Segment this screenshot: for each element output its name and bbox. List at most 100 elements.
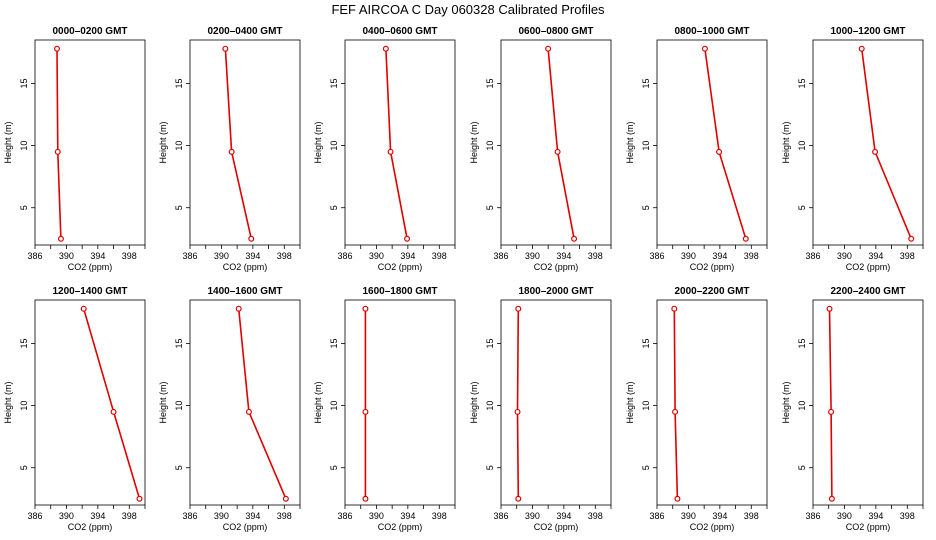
- panel-8: 1400–1600 GMT 386 390 394 398 5 10 15 CO2 (ppm) H…: [158, 286, 301, 532]
- x-tick-label: 394: [90, 511, 105, 521]
- panel-title: 2200–2400 GMT: [830, 286, 905, 297]
- y-tick-label: 10: [797, 141, 807, 151]
- profile-line: [237, 308, 287, 500]
- y-axis-label: Height (m): [625, 121, 635, 163]
- data-point: [282, 495, 289, 502]
- y-tick-label: 5: [19, 205, 29, 210]
- y-tick-label: 5: [329, 205, 339, 210]
- y-tick-label: 5: [797, 205, 807, 210]
- y-axis-label: Height (m): [469, 381, 479, 423]
- data-point: [110, 408, 117, 415]
- data-point: [80, 305, 87, 312]
- y-tick-label: 10: [174, 141, 184, 151]
- panel-2: 0200–0400 GMT 386 390 394 398 5 10 15 CO2 (ppm) H…: [158, 26, 301, 272]
- x-tick-label: 398: [122, 251, 137, 261]
- panels-grid: 0000–0200 GMT 386 390 394 398 5 10 15 CO2 (ppm) H…: [3, 26, 924, 532]
- x-tick-label: 390: [59, 251, 74, 261]
- panel-title: 2000–2200 GMT: [674, 286, 749, 297]
- panel-title: 0200–0400 GMT: [207, 26, 282, 37]
- x-tick-label: 398: [588, 511, 603, 521]
- x-tick-label: 390: [214, 511, 229, 521]
- x-tick-label: 398: [432, 511, 447, 521]
- panel-10: 1800–2000 GMT 386 390 394 398 5 10 15 CO2 (ppm) H…: [469, 286, 612, 532]
- y-tick-label: 5: [329, 465, 339, 470]
- plot-frame: [189, 299, 301, 506]
- x-tick-label: 398: [900, 251, 915, 261]
- x-tick-label: 398: [900, 511, 915, 521]
- x-tick-label: 390: [369, 511, 384, 521]
- data-point: [701, 45, 708, 52]
- data-point: [235, 305, 242, 312]
- panel-title: 1800–2000 GMT: [518, 286, 593, 297]
- y-tick-label: 15: [329, 338, 339, 348]
- y-tick-label: 15: [485, 338, 495, 348]
- data-point: [858, 45, 865, 52]
- panel-title: 0400–0600 GMT: [362, 26, 437, 37]
- panel-3: 0400–0600 GMT 386 390 394 398 5 10 15 CO2 (ppm) H…: [313, 26, 456, 272]
- panel-title: 1200–1400 GMT: [52, 286, 127, 297]
- data-point: [222, 45, 229, 52]
- data-point: [671, 305, 678, 312]
- y-tick-label: 15: [19, 78, 29, 88]
- y-axis-label: Height (m): [158, 121, 168, 163]
- x-tick-label: 394: [868, 251, 883, 261]
- x-tick-label: 394: [245, 251, 260, 261]
- y-tick-label: 5: [485, 465, 495, 470]
- plot-frame: [344, 299, 456, 506]
- y-tick-label: 5: [641, 205, 651, 210]
- data-point: [515, 495, 522, 502]
- y-tick-label: 5: [19, 465, 29, 470]
- data-point: [742, 235, 749, 242]
- y-tick-label: 10: [485, 141, 495, 151]
- y-tick-label: 15: [329, 78, 339, 88]
- data-point: [387, 148, 394, 155]
- profile-line: [385, 48, 408, 239]
- y-axis-label: Height (m): [313, 381, 323, 423]
- profile-line: [82, 308, 141, 500]
- data-point: [54, 148, 61, 155]
- data-point: [672, 408, 679, 415]
- y-tick-label: 5: [797, 465, 807, 470]
- y-tick-label: 15: [641, 78, 651, 88]
- plot-frame: [656, 39, 768, 246]
- x-tick-label: 390: [681, 511, 696, 521]
- plot-frame: [34, 299, 146, 506]
- y-axis-label: Height (m): [781, 121, 791, 163]
- y-axis-label: Height (m): [3, 381, 13, 423]
- x-tick-label: 386: [805, 511, 820, 521]
- profile-line: [224, 48, 253, 239]
- y-axis-label: Height (m): [469, 121, 479, 163]
- data-point: [515, 305, 522, 312]
- x-tick-label: 398: [277, 511, 292, 521]
- data-point: [554, 148, 561, 155]
- data-point: [872, 148, 879, 155]
- x-axis-label: CO2 (ppm): [534, 522, 579, 532]
- y-tick-label: 10: [329, 401, 339, 411]
- data-point: [828, 495, 835, 502]
- y-tick-label: 15: [19, 338, 29, 348]
- plot-frame: [344, 39, 456, 246]
- panel-5: 0800–1000 GMT 386 390 394 398 5 10 15 CO2 (ppm) H…: [625, 26, 768, 272]
- x-tick-label: 394: [868, 511, 883, 521]
- data-point: [248, 235, 255, 242]
- panel-11: 2000–2200 GMT 386 390 394 398 5 10 15 CO2 (ppm) H…: [625, 286, 768, 532]
- y-tick-label: 15: [797, 338, 807, 348]
- panel-title: 1600–1800 GMT: [362, 286, 437, 297]
- y-tick-label: 10: [19, 401, 29, 411]
- x-axis-label: CO2 (ppm): [378, 262, 423, 272]
- y-tick-label: 15: [797, 78, 807, 88]
- x-tick-label: 386: [649, 251, 664, 261]
- x-tick-label: 398: [588, 251, 603, 261]
- profile-line: [704, 48, 747, 240]
- y-tick-label: 15: [485, 78, 495, 88]
- x-tick-label: 390: [681, 251, 696, 261]
- y-axis-label: Height (m): [313, 121, 323, 163]
- data-point: [826, 305, 833, 312]
- x-tick-label: 386: [182, 251, 197, 261]
- panel-title: 0800–1000 GMT: [674, 26, 749, 37]
- y-axis-label: Height (m): [158, 381, 168, 423]
- data-point: [245, 408, 252, 415]
- y-tick-label: 10: [19, 141, 29, 151]
- x-tick-label: 394: [400, 511, 415, 521]
